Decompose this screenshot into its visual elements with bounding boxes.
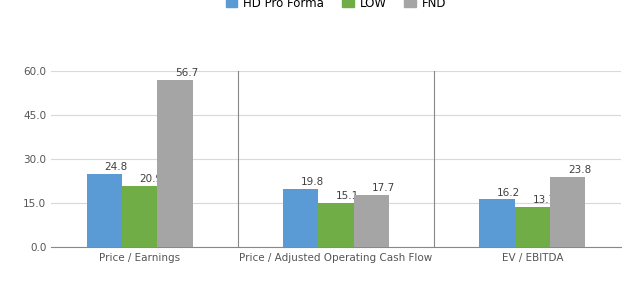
Bar: [515, 207, 550, 247]
Text: 13.7: 13.7: [532, 195, 556, 205]
Legend: HD Pro Forma, LOW, FND: HD Pro Forma, LOW, FND: [221, 0, 451, 14]
Text: 16.2: 16.2: [497, 188, 520, 198]
Text: 15.1: 15.1: [336, 191, 359, 201]
Bar: [479, 199, 515, 247]
Bar: [86, 174, 122, 247]
Text: 56.7: 56.7: [175, 69, 198, 78]
Text: 19.8: 19.8: [301, 177, 324, 187]
Bar: [157, 80, 193, 247]
Bar: [122, 186, 157, 247]
Text: 17.7: 17.7: [371, 183, 395, 193]
Bar: [318, 203, 354, 247]
Text: 23.8: 23.8: [568, 165, 591, 175]
Bar: [354, 195, 389, 247]
Text: 20.9: 20.9: [140, 174, 163, 184]
Bar: [550, 177, 586, 247]
Text: 24.8: 24.8: [104, 162, 127, 172]
Bar: [283, 189, 318, 247]
